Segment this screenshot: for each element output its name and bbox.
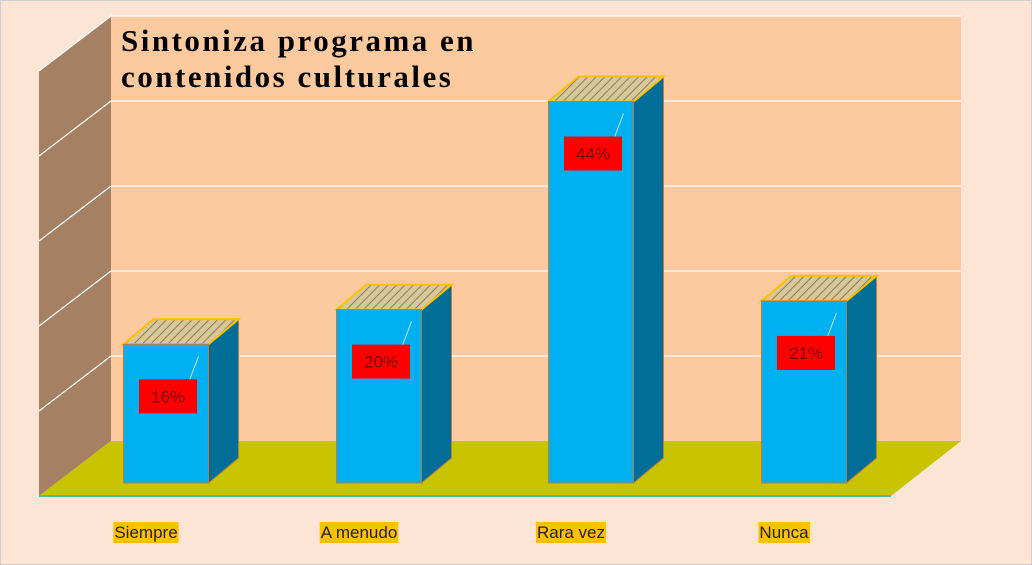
leader-line [401,321,412,347]
grid-line [38,100,112,157]
side-wall [39,16,111,496]
bar [123,343,209,484]
x-tick-label: Siempre [114,523,177,542]
x-tick-label-bg [535,522,607,543]
bar-side [846,274,877,485]
value-label-box [352,344,410,379]
chart-title: Sintoniza programa en contenidos cultura… [121,23,477,94]
bar-side [633,75,664,485]
back-wall [111,16,961,441]
leader-line [188,356,199,382]
x-tick-label-bg [758,522,811,543]
x-tick-label-bg [319,522,399,543]
bar [761,300,847,484]
bar-side [421,283,452,485]
grid-line [38,270,112,327]
leader-line [826,312,837,339]
value-label-box [564,136,622,171]
x-tick-label: Nunca [759,523,809,542]
leader-line [613,113,624,139]
grid-line [38,15,112,72]
value-label-box [139,379,197,414]
bar-side [208,318,239,485]
grid-line [38,185,112,242]
x-tick-label: A menudo [321,523,398,542]
value-label-box [777,335,835,370]
value-label: 21% [789,344,823,363]
value-label: 16% [151,387,185,406]
x-tick-label-bg [113,522,179,543]
grid-line [38,355,112,412]
bar [336,309,422,484]
value-label: 20% [364,353,398,372]
x-tick-label: Rara vez [537,523,605,542]
floor [39,441,961,496]
value-label: 44% [576,145,610,164]
